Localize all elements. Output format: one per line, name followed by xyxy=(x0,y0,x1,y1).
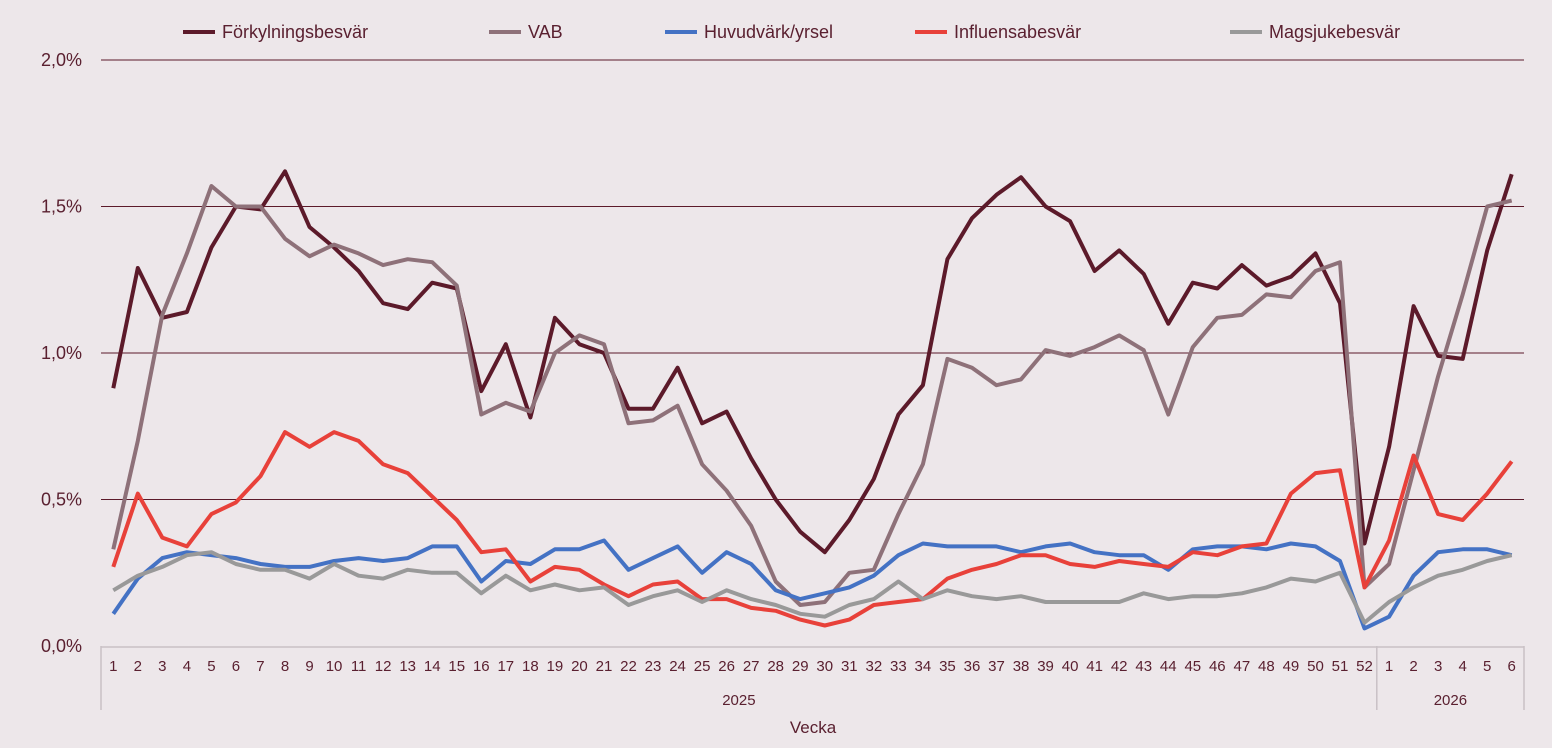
y-tick-label: 1,0% xyxy=(41,343,82,363)
y-tick-label: 1,5% xyxy=(41,197,82,217)
x-tick-label: 20 xyxy=(571,658,588,675)
x-axis-title: Vecka xyxy=(790,718,837,737)
legend-label: Influensabesvär xyxy=(954,22,1081,42)
year-group-label: 2025 xyxy=(722,692,755,709)
legend-label: Huvudvärk/yrsel xyxy=(704,22,833,42)
series-line-huvudvärk-yrsel xyxy=(111,538,1513,631)
x-tick-label: 42 xyxy=(1111,658,1128,675)
x-tick-label: 18 xyxy=(522,658,539,675)
x-tick-label: 3 xyxy=(1434,658,1442,675)
x-tick-label: 5 xyxy=(207,658,215,675)
x-tick-label: 30 xyxy=(816,658,833,675)
x-tick-label: 48 xyxy=(1258,658,1275,675)
x-tick-label: 2 xyxy=(1409,658,1417,675)
x-tick-label: 50 xyxy=(1307,658,1324,675)
y-tick-label: 2,0% xyxy=(41,50,82,70)
x-tick-label: 38 xyxy=(1013,658,1030,675)
x-tick-label: 22 xyxy=(620,658,637,675)
x-tick-label: 28 xyxy=(767,658,784,675)
x-tick-label: 26 xyxy=(718,658,735,675)
x-tick-label: 46 xyxy=(1209,658,1226,675)
x-tick-label: 34 xyxy=(915,658,932,675)
y-tick-label: 0,0% xyxy=(41,636,82,656)
x-tick-label: 3 xyxy=(158,658,166,675)
x-tick-label: 10 xyxy=(326,658,343,675)
x-tick-label: 51 xyxy=(1332,658,1349,675)
x-tick-label: 1 xyxy=(1385,658,1393,675)
x-tick-label: 6 xyxy=(1508,658,1516,675)
x-tick-label: 43 xyxy=(1135,658,1152,675)
x-tick-label: 39 xyxy=(1037,658,1054,675)
x-tick-label: 1 xyxy=(109,658,117,675)
series-lines xyxy=(111,169,1514,631)
x-tick-label: 13 xyxy=(399,658,416,675)
series-line-magsjukebesvär xyxy=(112,550,1513,625)
year-group-label: 2026 xyxy=(1434,692,1467,709)
legend-label: Magsjukebesvär xyxy=(1269,22,1400,42)
series-line-vab xyxy=(111,184,1513,607)
x-tick-label: 32 xyxy=(865,658,882,675)
x-tick-label: 16 xyxy=(473,658,490,675)
x-tick-label: 52 xyxy=(1356,658,1373,675)
series-line-förkylningsbesvär xyxy=(111,169,1514,555)
y-axis: 0,0% 0,5% 1,0% 1,5% 2,0% xyxy=(41,50,82,656)
legend-item: Huvudvärk/yrsel xyxy=(665,22,833,42)
x-tick-label: 49 xyxy=(1283,658,1300,675)
x-tick-label: 33 xyxy=(890,658,907,675)
legend: Förkylningsbesvär VAB Huvudvärk/yrsel Influ… xyxy=(183,22,1400,42)
x-tick-label: 24 xyxy=(669,658,686,675)
x-tick-label: 14 xyxy=(424,658,441,675)
x-tick-label: 35 xyxy=(939,658,956,675)
x-tick-label: 40 xyxy=(1062,658,1079,675)
legend-item: Förkylningsbesvär xyxy=(183,22,368,42)
x-tick-label: 9 xyxy=(305,658,313,675)
x-tick-label: 11 xyxy=(351,658,367,675)
x-tick-label: 21 xyxy=(596,658,613,675)
x-tick-label: 41 xyxy=(1086,658,1103,675)
x-tick-label: 4 xyxy=(183,658,191,675)
x-tick-label: 23 xyxy=(645,658,662,675)
x-tick-label: 31 xyxy=(841,658,858,675)
x-tick-label: 4 xyxy=(1458,658,1466,675)
x-tick-label: 8 xyxy=(281,658,289,675)
x-tick-label: 27 xyxy=(743,658,760,675)
x-tick-label: 37 xyxy=(988,658,1005,675)
legend-item: Influensabesvär xyxy=(915,22,1081,42)
x-tick-label: 12 xyxy=(375,658,392,675)
legend-label: Förkylningsbesvär xyxy=(222,22,368,42)
x-tick-label: 45 xyxy=(1184,658,1201,675)
legend-item: VAB xyxy=(489,22,563,42)
x-tick-label: 19 xyxy=(547,658,564,675)
x-tick-label: 7 xyxy=(256,658,264,675)
x-tick-label: 47 xyxy=(1234,658,1251,675)
x-tick-label: 2 xyxy=(134,658,142,675)
x-tick-label: 6 xyxy=(232,658,240,675)
legend-item: Magsjukebesvär xyxy=(1230,22,1400,42)
x-tick-label: 17 xyxy=(497,658,514,675)
legend-label: VAB xyxy=(528,22,563,42)
x-tick-label: 15 xyxy=(448,658,465,675)
x-tick-label: 5 xyxy=(1483,658,1491,675)
x-axis: 1 2 3 4 5 6 7 8 9 10 11 12 13 14 15 16 17 18 19 20 21 22 23 24 2… xyxy=(100,646,1525,710)
x-tick-label: 36 xyxy=(964,658,981,675)
x-tick-label: 29 xyxy=(792,658,809,675)
gridlines xyxy=(101,59,1524,500)
x-tick-label: 25 xyxy=(694,658,711,675)
x-tick-label: 44 xyxy=(1160,658,1177,675)
series-line-influensabesvär xyxy=(111,430,1514,628)
y-tick-label: 0,5% xyxy=(41,490,82,510)
